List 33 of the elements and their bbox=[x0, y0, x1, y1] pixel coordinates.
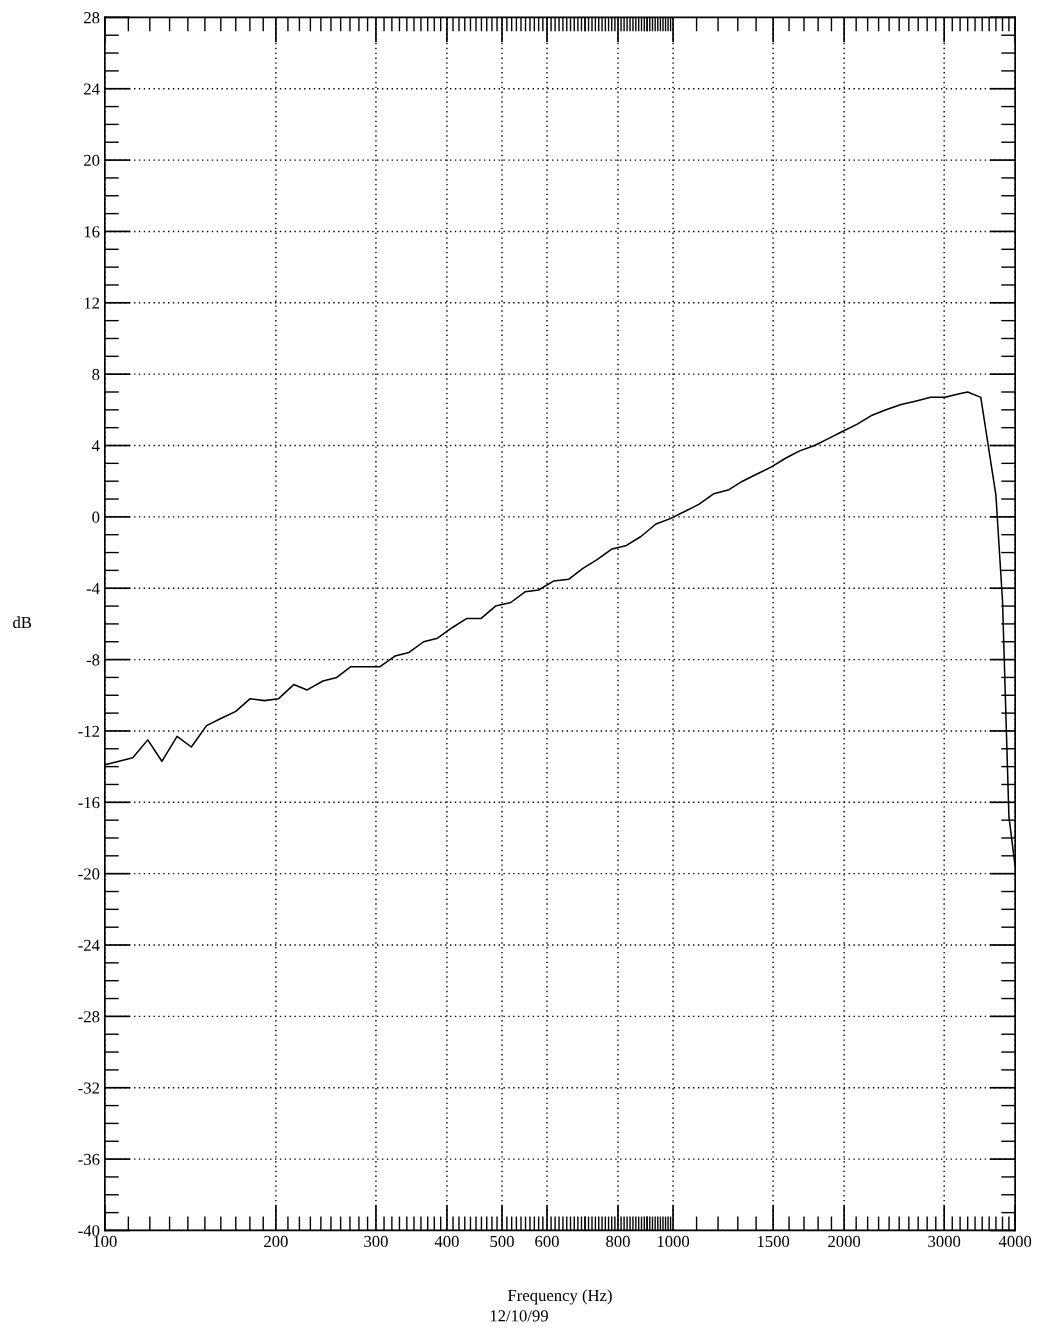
x-tick-label: 3000 bbox=[928, 1235, 961, 1248]
x-tick-label: 400 bbox=[434, 1235, 459, 1248]
x-tick-label: 4000 bbox=[998, 1235, 1032, 1248]
x-tick-label: 200 bbox=[264, 1235, 288, 1248]
x-tick-label: 2000 bbox=[828, 1235, 861, 1248]
y-tick-label: 12 bbox=[84, 297, 100, 309]
x-axis-title: Frequency (Hz) bbox=[507, 1289, 612, 1305]
y-axis-title: dB bbox=[13, 616, 32, 629]
x-tick-label: 100 bbox=[93, 1235, 117, 1248]
y-tick-label: -32 bbox=[78, 1082, 100, 1094]
y-tick-label: 0 bbox=[92, 511, 100, 523]
y-tick-label: 28 bbox=[84, 12, 100, 24]
x-tick-label: 500 bbox=[490, 1235, 514, 1248]
x-tick-label: 1500 bbox=[757, 1235, 790, 1248]
y-tick-label: -36 bbox=[78, 1153, 100, 1166]
y-tick-label: -12 bbox=[78, 725, 100, 737]
x-tick-label: 800 bbox=[606, 1235, 630, 1248]
y-tick-label: 16 bbox=[84, 226, 100, 238]
text: 12/10/99 bbox=[490, 1310, 548, 1322]
x-tick-label: 300 bbox=[364, 1235, 388, 1248]
y-tick-label: -16 bbox=[78, 797, 100, 809]
y-tick-label: -40 bbox=[78, 1225, 100, 1237]
y-tick-label: -4 bbox=[86, 583, 100, 595]
y-tick-label: 20 bbox=[84, 154, 100, 167]
y-tick-label: -28 bbox=[78, 1011, 100, 1023]
y-tick-label: -8 bbox=[86, 654, 100, 666]
y-tick-label: 24 bbox=[84, 83, 100, 95]
y-tick-label: 8 bbox=[92, 368, 100, 381]
y-tick-label: 4 bbox=[91, 440, 100, 452]
x-tick-label: 1000 bbox=[657, 1235, 690, 1248]
x-tick-label: 600 bbox=[535, 1235, 559, 1248]
y-tick-label: -24 bbox=[78, 939, 100, 951]
y-tick-label: -20 bbox=[78, 868, 100, 880]
